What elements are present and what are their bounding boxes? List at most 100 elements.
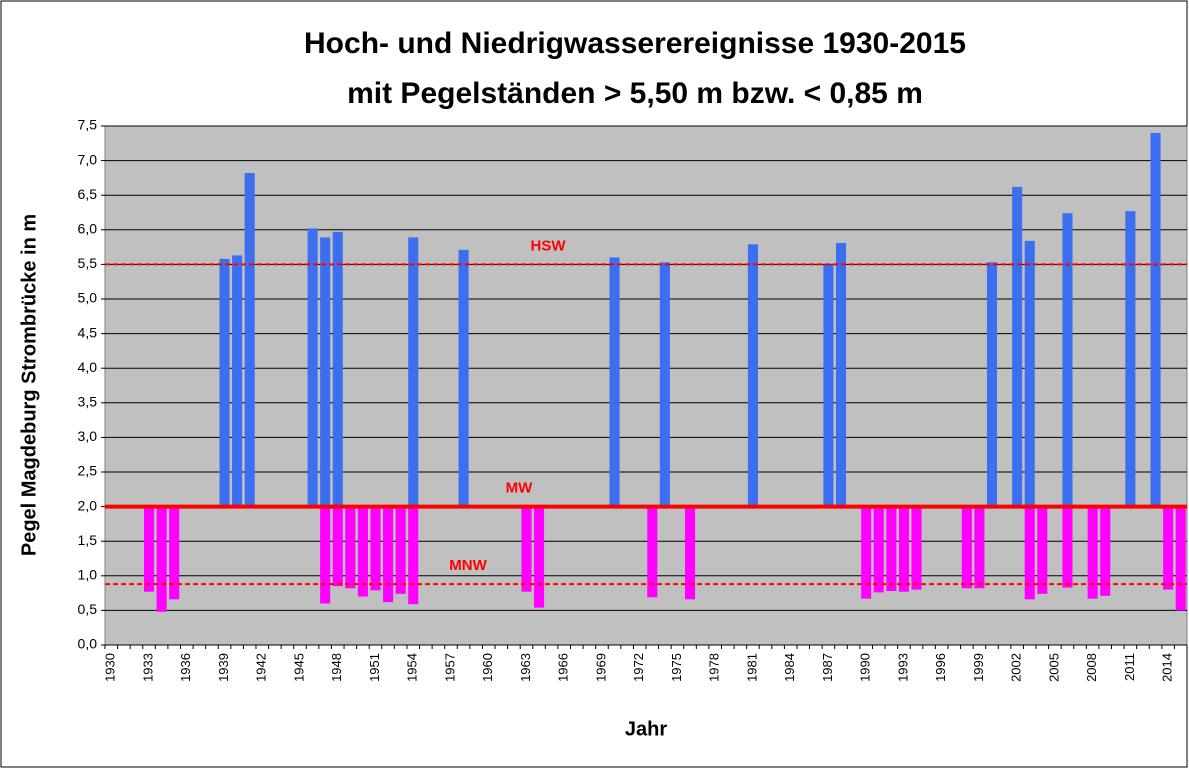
- x-tick-label: 1942: [254, 653, 269, 682]
- bar: [408, 237, 419, 507]
- y-tick-label: 3,5: [78, 394, 98, 410]
- bar: [345, 506, 356, 589]
- bar: [408, 506, 419, 605]
- x-tick-label: 1969: [593, 653, 608, 682]
- bar: [1012, 186, 1023, 507]
- bar: [1062, 506, 1073, 588]
- y-tick-label: 0,0: [78, 636, 98, 652]
- bar: [169, 506, 180, 600]
- bar: [156, 506, 167, 612]
- y-tick-label: 3,0: [78, 428, 98, 444]
- x-tick-label: 1930: [103, 653, 118, 682]
- reference-label: MW: [506, 480, 533, 497]
- x-tick-label: 1963: [518, 653, 533, 682]
- bar: [219, 258, 230, 507]
- bar: [898, 506, 909, 592]
- reference-label: HSW: [531, 237, 567, 254]
- bar: [1163, 506, 1174, 590]
- y-tick-label: 6,0: [78, 221, 98, 237]
- bar: [320, 237, 331, 507]
- x-tick-label: 1960: [480, 653, 495, 682]
- bar: [974, 506, 985, 589]
- bar: [332, 506, 343, 587]
- chart-title: mit Pegelständen > 5,50 m bzw. < 0,85 m: [347, 77, 923, 110]
- bar: [961, 506, 972, 589]
- bar: [873, 506, 884, 593]
- y-tick-label: 5,5: [78, 255, 98, 271]
- bar: [886, 506, 897, 592]
- bar: [383, 506, 394, 603]
- y-tick-label: 4,5: [78, 324, 98, 340]
- bar: [370, 506, 381, 591]
- bar: [1150, 132, 1161, 507]
- x-axis-title: Jahr: [625, 718, 667, 740]
- bar: [244, 173, 255, 507]
- bar: [747, 244, 758, 507]
- bar: [395, 506, 406, 594]
- bar: [823, 264, 834, 507]
- bar: [1037, 506, 1048, 594]
- y-tick-label: 2,5: [78, 463, 98, 479]
- bar: [1024, 506, 1035, 600]
- bar: [232, 255, 243, 507]
- bar: [332, 231, 343, 507]
- plot-area: [104, 125, 1188, 646]
- x-tick-label: 1981: [744, 653, 759, 682]
- x-tick-label: 1996: [933, 653, 948, 682]
- x-tick-label: 2008: [1084, 653, 1099, 682]
- x-tick-label: 1936: [178, 653, 193, 682]
- y-axis-title: Pegel Magdeburg Strombrücke in m: [18, 214, 40, 556]
- x-tick-label: 2002: [1009, 653, 1024, 682]
- bar: [320, 506, 331, 604]
- bar: [1087, 506, 1098, 599]
- x-tick-label: 1987: [820, 653, 835, 682]
- bar: [1062, 213, 1073, 507]
- reference-label: MNW: [449, 557, 487, 574]
- bar: [911, 506, 922, 590]
- bar: [861, 506, 872, 599]
- bar: [534, 506, 545, 608]
- bar: [609, 257, 620, 507]
- x-tick-label: 1951: [367, 653, 382, 682]
- x-tick-label: 1993: [895, 653, 910, 682]
- x-tick-label: 1966: [556, 653, 571, 682]
- x-tick-label: 1939: [216, 653, 231, 682]
- bar: [659, 262, 670, 507]
- x-tick-label: 1975: [669, 653, 684, 682]
- bar: [1175, 506, 1186, 611]
- x-tick-label: 1945: [291, 653, 306, 682]
- y-tick-label: 7,5: [78, 117, 98, 133]
- bar: [458, 249, 469, 507]
- bar: [1125, 211, 1136, 507]
- bar: [1100, 506, 1111, 596]
- bar: [986, 262, 998, 507]
- x-tick-label: 1984: [782, 653, 797, 682]
- bar: [521, 506, 532, 592]
- bar: [357, 506, 368, 597]
- y-tick-label: 0,5: [78, 601, 98, 617]
- bar: [835, 242, 847, 507]
- x-tick-label: 1990: [858, 653, 873, 682]
- y-tick-label: 2,0: [78, 497, 98, 513]
- x-tick-label: 1978: [707, 653, 722, 682]
- y-tick-label: 6,5: [78, 186, 98, 202]
- bar: [647, 506, 658, 598]
- y-tick-label: 1,0: [78, 567, 98, 583]
- bar: [685, 506, 696, 600]
- x-tick-label: 1933: [140, 653, 155, 682]
- x-tick-label: 1954: [405, 653, 420, 682]
- x-tick-label: 1999: [971, 653, 986, 682]
- bar: [1024, 240, 1035, 507]
- x-tick-label: 2011: [1122, 653, 1137, 681]
- y-tick-label: 4,0: [78, 359, 98, 375]
- x-tick-label: 1957: [442, 653, 457, 682]
- bar: [307, 228, 318, 507]
- y-tick-label: 5,0: [78, 290, 98, 306]
- x-tick-label: 2014: [1160, 653, 1175, 682]
- x-tick-label: 1972: [631, 653, 646, 682]
- x-tick-label: 1948: [329, 653, 344, 682]
- x-tick-label: 2005: [1046, 653, 1061, 682]
- bar: [144, 506, 155, 592]
- y-tick-label: 7,0: [78, 151, 98, 167]
